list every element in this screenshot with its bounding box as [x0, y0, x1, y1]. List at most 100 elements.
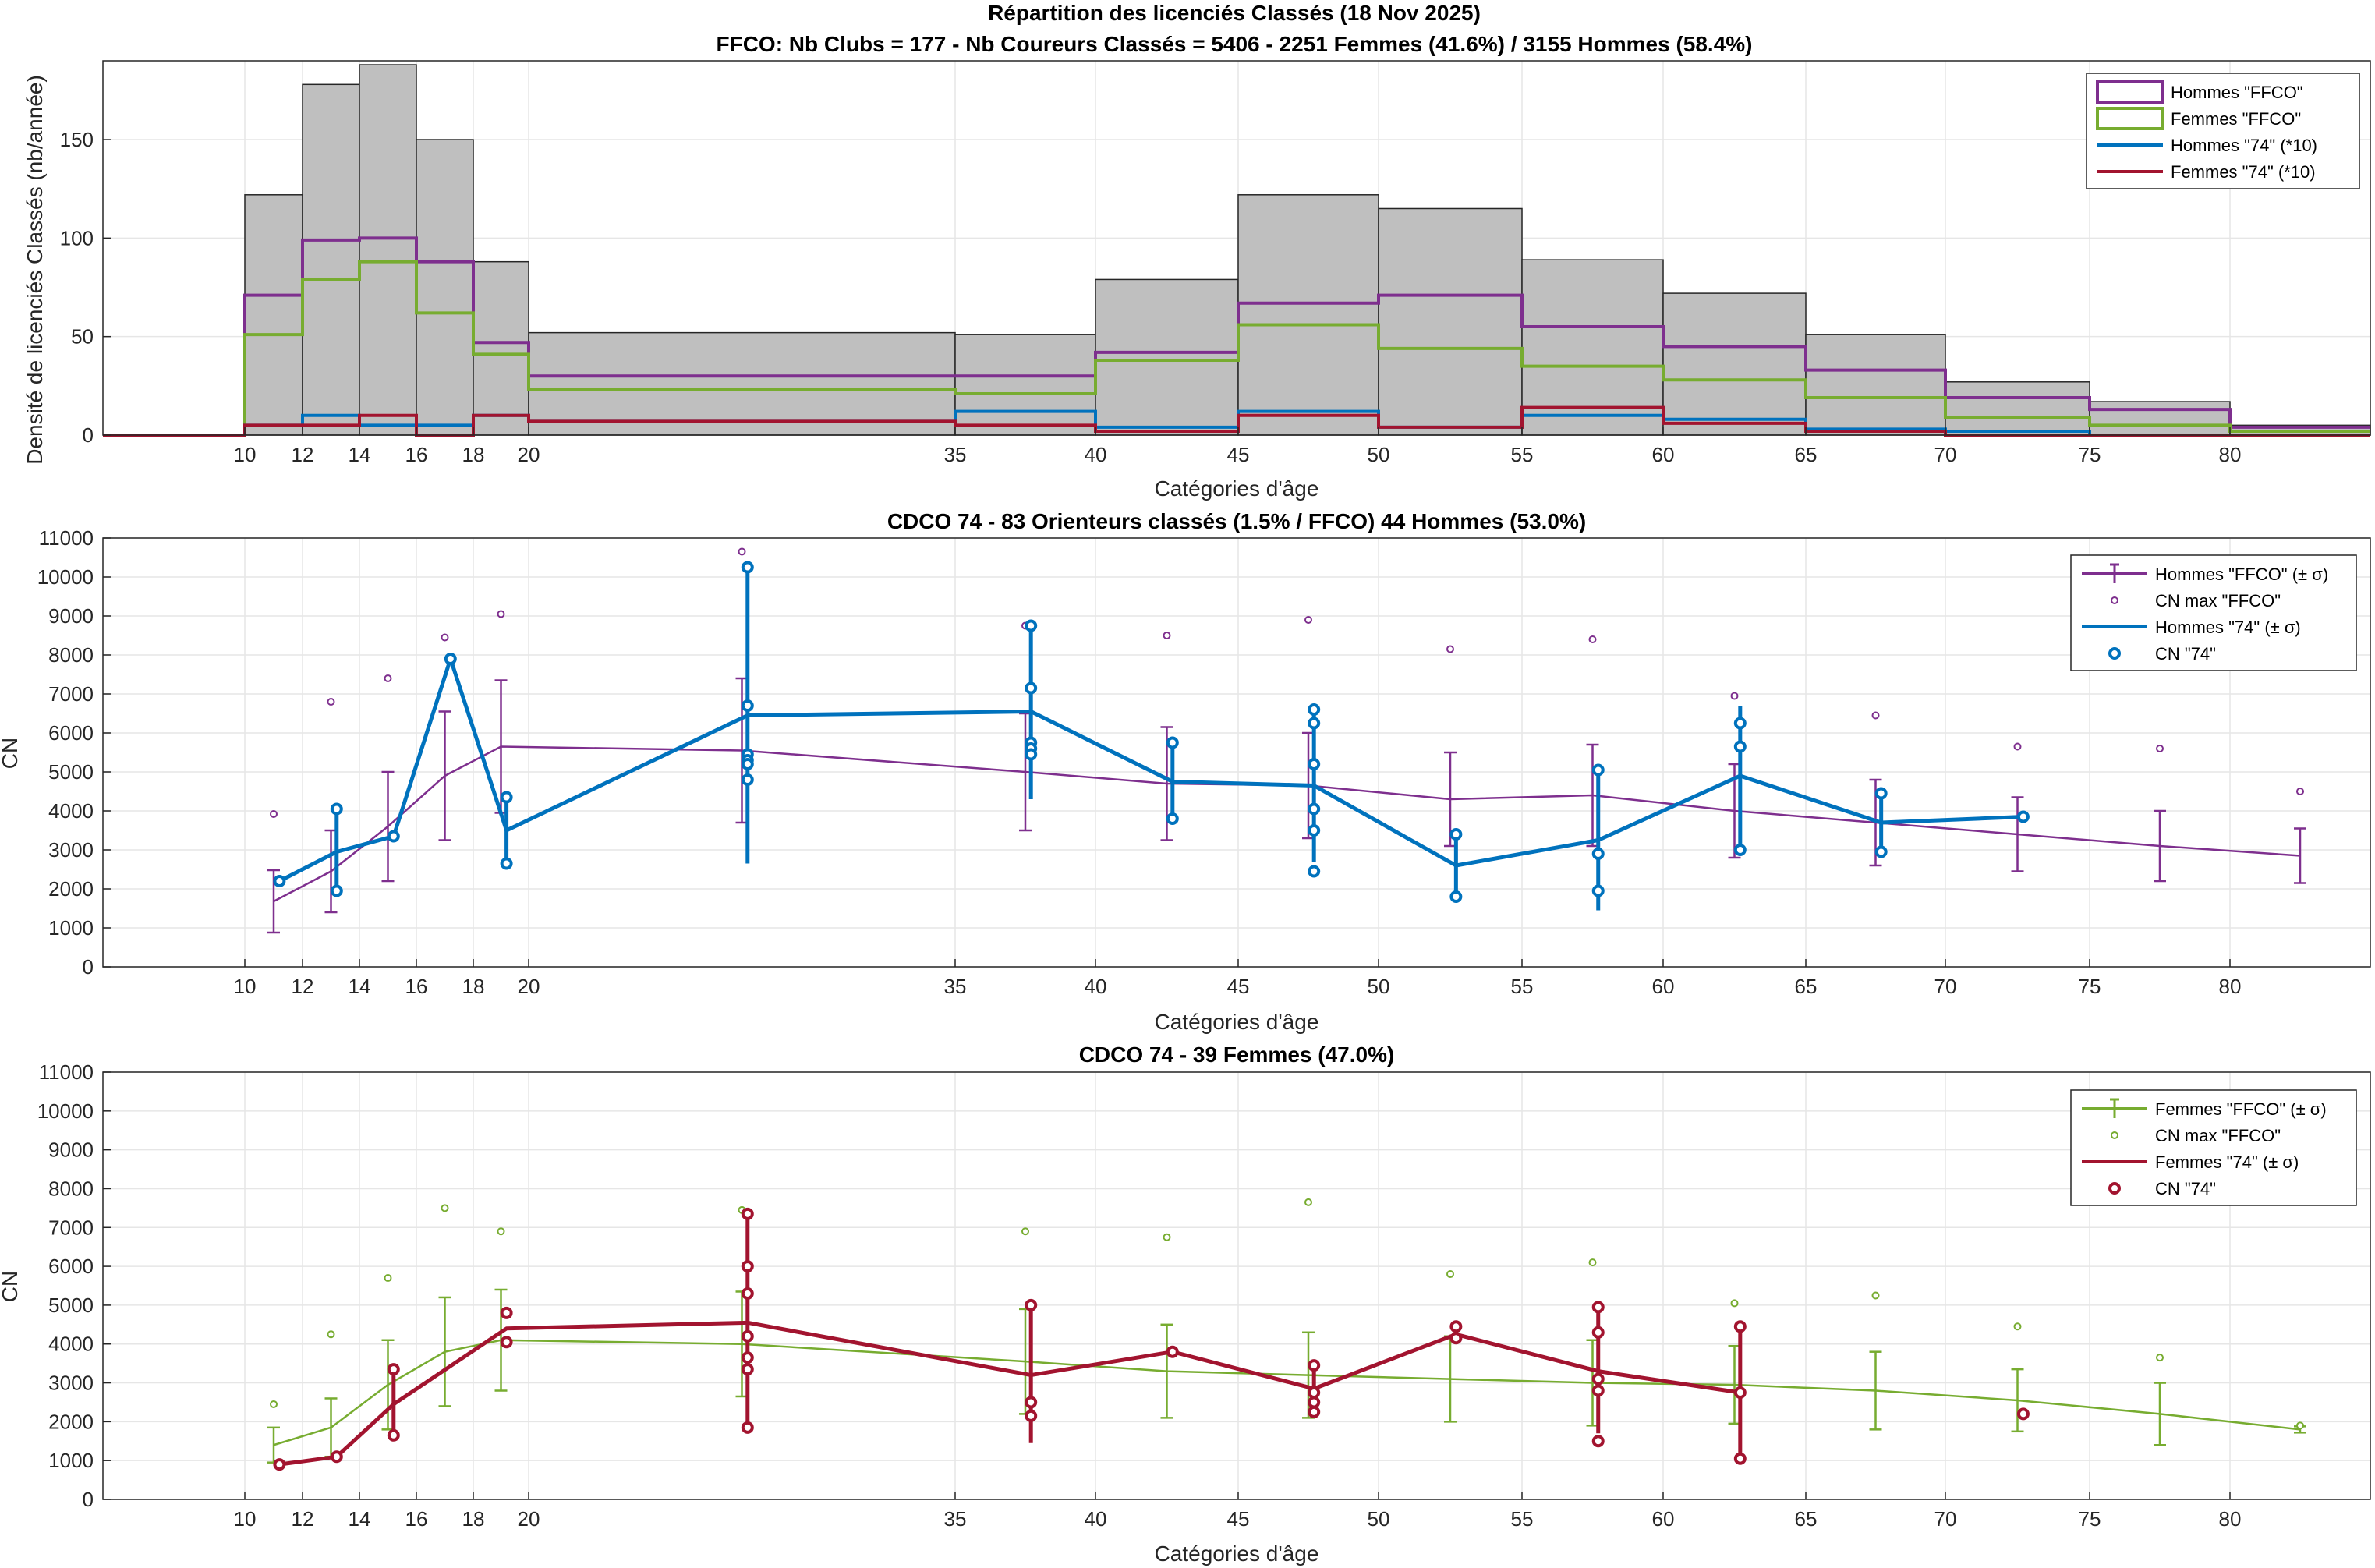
- legend-entry-label: Hommes "74" (*10): [2171, 136, 2317, 155]
- x-tick-label: 50: [1368, 1507, 1390, 1531]
- cn-74-marker: [387, 830, 400, 843]
- cn-74-marker: [1308, 802, 1321, 816]
- x-tick-label: 40: [1085, 975, 1107, 998]
- y-tick-label: 7000: [48, 682, 94, 706]
- cn-74-marker: [1591, 848, 1605, 860]
- men-cn-panel: CDCO 74 - 83 Orienteurs classés (1.5% / …: [0, 509, 2371, 1034]
- y-tick-label: 3000: [48, 838, 94, 862]
- cn-74-marker: [273, 875, 286, 887]
- panel-1-subtitle: FFCO: Nb Clubs = 177 - Nb Coureurs Class…: [717, 32, 1753, 56]
- total-density-bar: [473, 260, 529, 436]
- cn-74-marker: [1166, 1345, 1179, 1358]
- x-tick-label: 35: [944, 975, 967, 998]
- cn-74-marker: [1025, 681, 1038, 695]
- x-tick-label: 10: [234, 443, 257, 466]
- y-tick-label: 0: [83, 955, 94, 979]
- cn-74-marker: [330, 1450, 343, 1464]
- panel-3-ylabel: CN: [0, 1271, 22, 1302]
- y-tick-label: 6000: [48, 1255, 94, 1278]
- cn-74-marker: [1025, 1396, 1038, 1409]
- total-density-bar: [1805, 334, 1946, 436]
- x-tick-label: 45: [1227, 443, 1250, 466]
- x-tick-label: 60: [1652, 1507, 1675, 1531]
- x-tick-label: 10: [234, 1507, 257, 1531]
- cn-74-marker: [1308, 865, 1321, 878]
- x-tick-label: 60: [1652, 975, 1675, 998]
- cn-74-marker: [1308, 717, 1321, 730]
- total-density-bar: [1662, 292, 1807, 436]
- x-tick-label: 40: [1085, 443, 1107, 466]
- cn-74-marker: [741, 1287, 754, 1300]
- cn-74-marker: [1733, 1320, 1747, 1333]
- cn-74-marker: [1025, 1409, 1038, 1422]
- density-panel: Répartition des licenciés Classés (18 No…: [23, 1, 2371, 501]
- cn-74-marker: [1166, 736, 1179, 749]
- x-tick-label: 80: [2219, 975, 2242, 998]
- cn-74-marker: [1308, 824, 1321, 837]
- total-density-bar: [244, 194, 303, 436]
- stairs-series-line: [103, 260, 2370, 437]
- cn-74-marker: [2016, 810, 2030, 823]
- legend-marker: [2111, 596, 2118, 604]
- x-tick-label: 80: [2219, 443, 2242, 466]
- y-tick-label: 11000: [39, 1060, 94, 1084]
- cn-max-marker: [1021, 1227, 1029, 1236]
- cn-74-marker: [2016, 1407, 2030, 1421]
- cn-74-marker: [1733, 844, 1747, 856]
- y-tick-label: 0: [83, 1488, 94, 1511]
- y-tick-label: 10000: [37, 1099, 94, 1123]
- x-tick-label: 75: [2079, 975, 2101, 998]
- y-tick-label: 6000: [48, 721, 94, 745]
- y-tick-label: 150: [60, 128, 94, 151]
- cn-max-marker: [1871, 711, 1880, 720]
- cn-max-marker: [1446, 645, 1454, 653]
- cn-plot: 10 12 14 16 18 20 35 40 45 50 55 60 65 70 75 80 0 1000 200…: [37, 526, 2371, 998]
- cn-74-marker: [1308, 1396, 1321, 1409]
- cn-max-marker: [327, 698, 335, 706]
- panel-1-ylabel: Densité de licenciés Classés (nb/année): [23, 75, 47, 465]
- cn-74-marker: [1591, 1301, 1605, 1314]
- cn-74-marker: [741, 1351, 754, 1364]
- y-tick-label: 5000: [48, 760, 94, 784]
- cn-max-marker: [1871, 1291, 1880, 1300]
- cn-max-marker: [497, 1227, 505, 1236]
- legend-marker: [2108, 1182, 2121, 1195]
- legend-entry-label: Femmes "FFCO" (± σ): [2155, 1099, 2327, 1119]
- x-tick-label: 14: [349, 443, 371, 466]
- axes-frame: [102, 60, 2371, 436]
- x-tick-label: 35: [944, 443, 967, 466]
- histogram-plot: 10 12 14 16 18 20 35 40 45 50 55 60 65 70 75 80 0 50 100 15…: [60, 60, 2371, 466]
- cn-74-marker: [1591, 1326, 1605, 1339]
- cn-74-marker: [1449, 1320, 1463, 1333]
- y-tick-label: 9000: [48, 604, 94, 628]
- axes-frame: [102, 537, 2371, 968]
- cn-74-marker: [1591, 1435, 1605, 1448]
- legend-entry-label: Femmes "FFCO": [2171, 109, 2301, 129]
- cn-74-marker: [741, 758, 754, 770]
- cn-max-marker: [384, 1274, 392, 1283]
- cn-74-marker: [500, 1306, 513, 1319]
- total-density-bar: [1095, 278, 1239, 436]
- total-density-bar: [416, 139, 474, 436]
- x-tick-label: 70: [1934, 975, 1957, 998]
- y-tick-label: 8000: [48, 1177, 94, 1200]
- cn-74-marker: [1308, 758, 1321, 770]
- cn-74-marker: [1591, 763, 1605, 777]
- x-tick-label: 18: [462, 975, 485, 998]
- x-tick-label: 12: [292, 975, 314, 998]
- cn-max-marker: [327, 1330, 335, 1339]
- cn-max-marker: [738, 547, 746, 556]
- panel-2-xlabel: Catégories d'âge: [1155, 1010, 1319, 1034]
- cn-74-marker: [741, 561, 754, 574]
- mean-series-line: [273, 1339, 2301, 1446]
- y-tick-label: 4000: [48, 1333, 94, 1356]
- total-density-bar: [1945, 381, 2090, 436]
- cn-max-marker: [441, 633, 449, 642]
- x-tick-label: 65: [1795, 975, 1818, 998]
- cn-74-marker: [1025, 1298, 1038, 1311]
- cn-max-marker: [2013, 1322, 2022, 1331]
- cn-74-marker: [1308, 703, 1321, 716]
- x-tick-label: 55: [1511, 1507, 1534, 1531]
- cn-74-marker: [273, 1458, 286, 1471]
